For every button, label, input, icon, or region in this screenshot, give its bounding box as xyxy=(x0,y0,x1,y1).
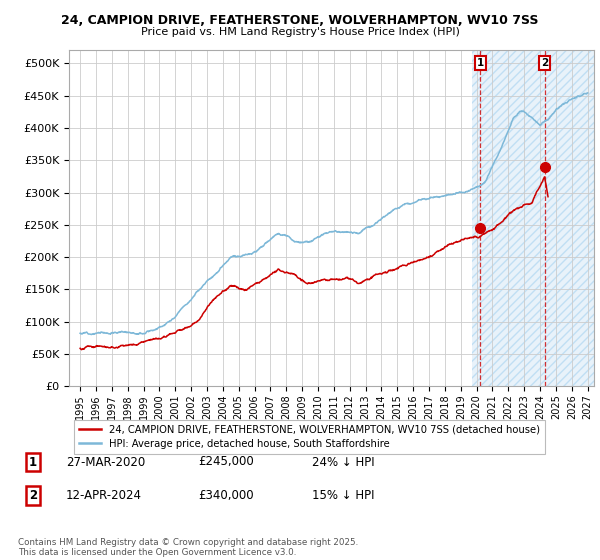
Text: 2: 2 xyxy=(29,489,37,502)
Legend: 24, CAMPION DRIVE, FEATHERSTONE, WOLVERHAMPTON, WV10 7SS (detached house), HPI: : 24, CAMPION DRIVE, FEATHERSTONE, WOLVERH… xyxy=(74,420,545,454)
Text: 27-MAR-2020: 27-MAR-2020 xyxy=(66,455,145,469)
Text: 15% ↓ HPI: 15% ↓ HPI xyxy=(312,489,374,502)
Text: 2: 2 xyxy=(541,58,548,68)
Text: Price paid vs. HM Land Registry's House Price Index (HPI): Price paid vs. HM Land Registry's House … xyxy=(140,27,460,37)
Text: 24% ↓ HPI: 24% ↓ HPI xyxy=(312,455,374,469)
Text: 1: 1 xyxy=(476,58,484,68)
Text: Contains HM Land Registry data © Crown copyright and database right 2025.
This d: Contains HM Land Registry data © Crown c… xyxy=(18,538,358,557)
Bar xyxy=(472,50,594,386)
Text: 24, CAMPION DRIVE, FEATHERSTONE, WOLVERHAMPTON, WV10 7SS: 24, CAMPION DRIVE, FEATHERSTONE, WOLVERH… xyxy=(61,14,539,27)
Bar xyxy=(472,50,594,386)
Text: 12-APR-2024: 12-APR-2024 xyxy=(66,489,142,502)
Text: 1: 1 xyxy=(29,455,37,469)
Text: £245,000: £245,000 xyxy=(198,455,254,469)
Text: £340,000: £340,000 xyxy=(198,489,254,502)
